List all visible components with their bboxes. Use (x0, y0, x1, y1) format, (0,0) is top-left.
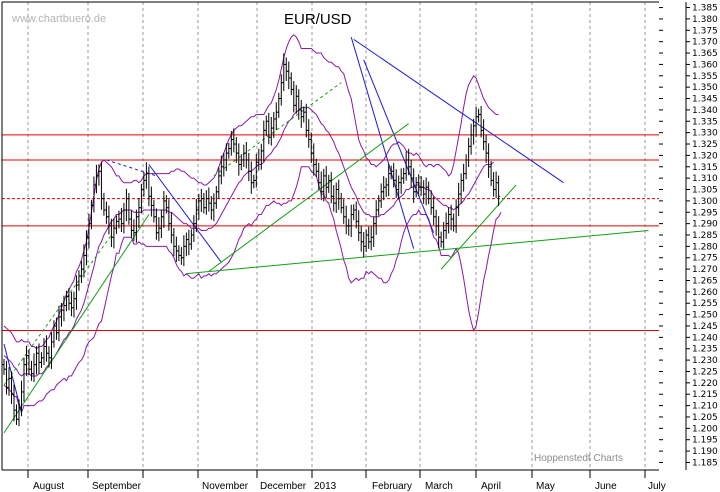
x-tick-label: September (92, 481, 142, 492)
y-tick-label: 1.360 (692, 60, 718, 70)
trend-layer (3, 36, 649, 434)
y-tick-label: 1.295 (692, 208, 718, 218)
y-tick-label: 1.225 (692, 367, 718, 377)
y-tick-label: 1.200 (692, 424, 718, 434)
y-tick-label: 1.300 (692, 197, 718, 207)
y-tick-label: 1.250 (692, 311, 718, 321)
trend-line (363, 59, 435, 233)
x-tick-label: April (481, 481, 501, 492)
y-tick-label: 1.195 (692, 436, 718, 446)
x-tick-label: 2013 (314, 481, 337, 492)
trend-line (353, 38, 564, 184)
y-tick-label: 1.345 (692, 95, 718, 105)
y-tick-label: 1.320 (692, 151, 718, 161)
y-tick-label: 1.215 (692, 390, 718, 400)
y-tick-label: 1.365 (692, 49, 718, 59)
trend-line (208, 123, 409, 272)
y-tick-label: 1.355 (692, 72, 718, 82)
y-tick-label: 1.310 (692, 174, 718, 184)
x-tick-label: February (372, 481, 412, 492)
y-tick-label: 1.325 (692, 140, 718, 150)
y-tick-label: 1.230 (692, 356, 718, 366)
y-tick-label: 1.370 (692, 38, 718, 48)
y-tick-label: 1.280 (692, 242, 718, 252)
chart-credit: Hoppenstedt Charts (534, 453, 623, 464)
x-tick-label: July (648, 481, 666, 492)
y-tick-label: 1.190 (692, 447, 718, 457)
y-tick-label: 1.245 (692, 322, 718, 332)
trend-line (213, 82, 342, 177)
x-tick-label: May (536, 481, 555, 492)
bar-layer (2, 53, 501, 427)
y-tick-label: 1.210 (692, 402, 718, 412)
y-tick-label: 1.335 (692, 117, 718, 127)
y-tick-label: 1.260 (692, 288, 718, 298)
watermark: www.chartbuero.de (11, 13, 106, 25)
y-tick-label: 1.240 (692, 333, 718, 343)
y-tick-label: 1.235 (692, 345, 718, 355)
y-tick-label: 1.220 (692, 379, 718, 389)
y-tick-label: 1.285 (692, 231, 718, 241)
trend-line (440, 184, 517, 270)
y-tick-label: 1.330 (692, 129, 718, 139)
x-tick-label: December (260, 481, 307, 492)
trend-line (3, 214, 150, 434)
y-tick-label: 1.315 (692, 163, 718, 173)
trend-line (186, 229, 649, 275)
y-tick-label: 1.375 (692, 26, 718, 36)
trend-line (148, 164, 222, 263)
x-tick-label: June (595, 481, 617, 492)
x-tick-label: November (202, 481, 249, 492)
y-tick-label: 1.255 (692, 299, 718, 309)
y-tick-label: 1.380 (692, 15, 718, 25)
chart-title: EUR/USD (284, 11, 352, 28)
y-tick-label: 1.290 (692, 220, 718, 230)
y-tick-label: 1.205 (692, 413, 718, 423)
trend-line (3, 234, 112, 386)
y-tick-label: 1.185 (692, 458, 718, 468)
y-tick-label: 1.265 (692, 276, 718, 286)
y-tick-label: 1.340 (692, 106, 718, 116)
x-tick-label: March (425, 481, 453, 492)
y-tick-label: 1.270 (692, 265, 718, 275)
y-tick-label: 1.305 (692, 186, 718, 196)
bollinger-lower (3, 166, 502, 414)
x-tick-label: August (33, 481, 64, 492)
y-tick-label: 1.385 (692, 4, 718, 14)
y-tick-label: 1.275 (692, 254, 718, 264)
y-tick-label: 1.350 (692, 83, 718, 93)
